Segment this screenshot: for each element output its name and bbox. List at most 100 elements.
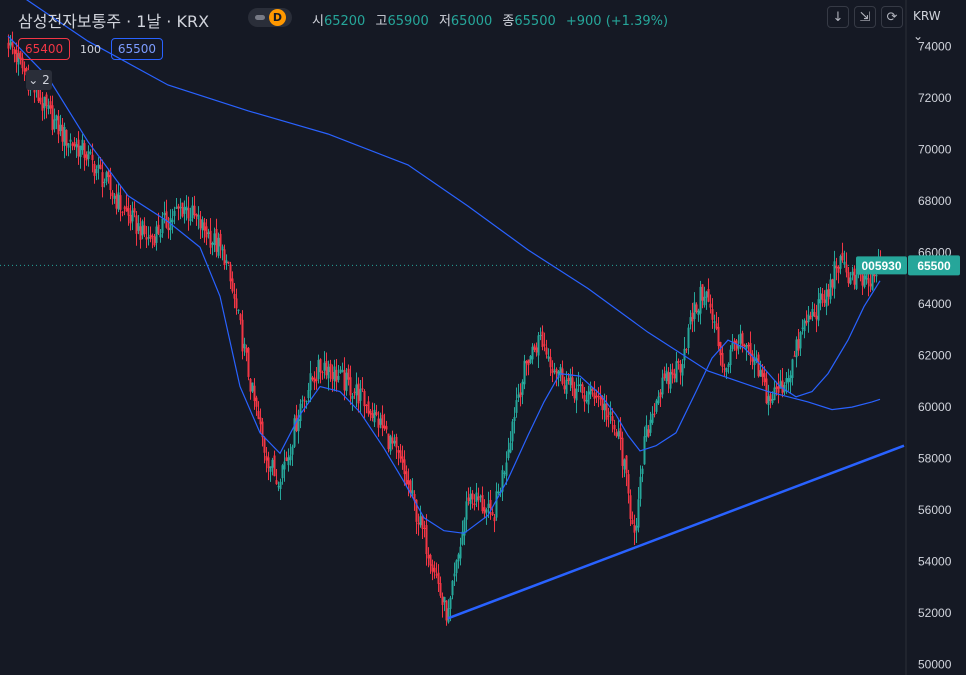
candle-body: [391, 437, 394, 444]
candle-body: [145, 237, 148, 240]
candle-body: [567, 377, 570, 381]
candle-body: [665, 370, 668, 382]
candle-body: [471, 493, 474, 500]
candle-body: [123, 207, 126, 209]
candle-body: [387, 433, 390, 449]
candle-body: [781, 380, 784, 394]
candle-body: [319, 359, 322, 373]
candle-body: [525, 361, 528, 364]
candle-body: [331, 372, 334, 380]
candle-body: [407, 480, 410, 485]
refresh-icon[interactable]: ⟳: [881, 6, 903, 28]
candle-body: [97, 164, 100, 169]
compress-icon[interactable]: ⇲: [854, 6, 876, 28]
y-tick-label: 62000: [918, 349, 952, 363]
candle-body: [223, 249, 226, 266]
candle-body: [379, 418, 382, 425]
candle-body: [625, 455, 628, 474]
interval-badge: D: [269, 9, 286, 26]
candle-body: [323, 362, 326, 371]
candle-body: [371, 413, 374, 419]
candle-body: [15, 49, 18, 62]
open-value: 65200: [323, 14, 366, 29]
candle-body: [537, 335, 540, 356]
candle-body: [421, 515, 424, 529]
candle-body: [159, 234, 162, 238]
candle-body: [493, 517, 496, 522]
candle-body: [357, 383, 360, 404]
candle-body: [873, 273, 876, 277]
candle-body: [673, 373, 676, 379]
candle-body: [799, 332, 802, 349]
candle-body: [591, 388, 594, 391]
candle-body: [203, 222, 206, 231]
candle-body: [193, 205, 196, 216]
price-axis[interactable]: 7400072000700006800066000640006200060000…: [905, 0, 952, 675]
candle-body: [875, 275, 878, 277]
candle-body: [271, 459, 274, 468]
candle-body: [197, 214, 200, 220]
candle-body: [191, 205, 194, 219]
legend-toggle[interactable]: ⌄ 2: [26, 70, 52, 90]
candle-body: [337, 375, 340, 380]
candle-body: [819, 293, 822, 304]
candle-body: [633, 524, 636, 533]
candle-body: [583, 395, 586, 402]
candle-body: [787, 378, 790, 382]
currency-selector[interactable]: KRW ⌄: [913, 6, 953, 43]
candle-body: [523, 360, 526, 385]
candle-body: [423, 527, 426, 529]
candle-body: [185, 206, 188, 211]
symbol-title[interactable]: 삼성전자보통주 · 1날 · KRX: [18, 12, 210, 31]
candle-body: [705, 291, 708, 298]
candle-body: [541, 331, 544, 347]
ma-slow-line: [26, 0, 881, 411]
candle-body: [761, 369, 764, 377]
ma-fast-value[interactable]: 65400: [18, 38, 71, 60]
candle-body: [377, 418, 380, 428]
candle-body: [659, 392, 662, 398]
candle-body: [247, 348, 250, 377]
candle-body: [147, 237, 150, 239]
candle-body: [605, 402, 608, 420]
candle-body: [161, 218, 164, 234]
candle-body: [47, 105, 50, 110]
candle-body: [85, 154, 88, 161]
candle-body: [217, 237, 220, 256]
candle-body: [261, 421, 264, 438]
candle-body: [555, 369, 558, 374]
candle-body: [163, 213, 166, 216]
candle-body: [791, 359, 794, 378]
candle-body: [453, 573, 456, 577]
interval-indicator[interactable]: D: [248, 8, 292, 27]
candle-body: [861, 272, 864, 286]
candle-body: [107, 171, 110, 178]
candle-body: [479, 496, 482, 498]
candle-body: [131, 210, 134, 222]
ma-slow-value[interactable]: 65500: [110, 38, 164, 60]
candle-body: [621, 437, 624, 466]
candle-body: [661, 377, 664, 395]
candle-body: [207, 232, 210, 235]
candle-body: [717, 326, 720, 347]
candle-body: [399, 450, 402, 459]
candle-body: [409, 480, 412, 494]
candle-body: [603, 403, 606, 411]
candle-body: [703, 296, 706, 306]
candle-body: [589, 385, 592, 395]
candle-body: [221, 246, 224, 251]
candle-body: [723, 368, 726, 370]
trendline[interactable]: [447, 444, 905, 620]
candle-body: [71, 143, 74, 146]
candle-body: [495, 491, 498, 518]
candle-body: [413, 493, 416, 502]
candle-body: [183, 207, 186, 214]
arrow-down-icon[interactable]: ↓: [827, 6, 849, 28]
candle-body: [739, 333, 742, 344]
candle-body: [737, 345, 740, 349]
candle-body: [667, 372, 670, 385]
candle-body: [829, 279, 832, 300]
candle-body: [597, 395, 600, 397]
candle-body: [793, 355, 796, 357]
